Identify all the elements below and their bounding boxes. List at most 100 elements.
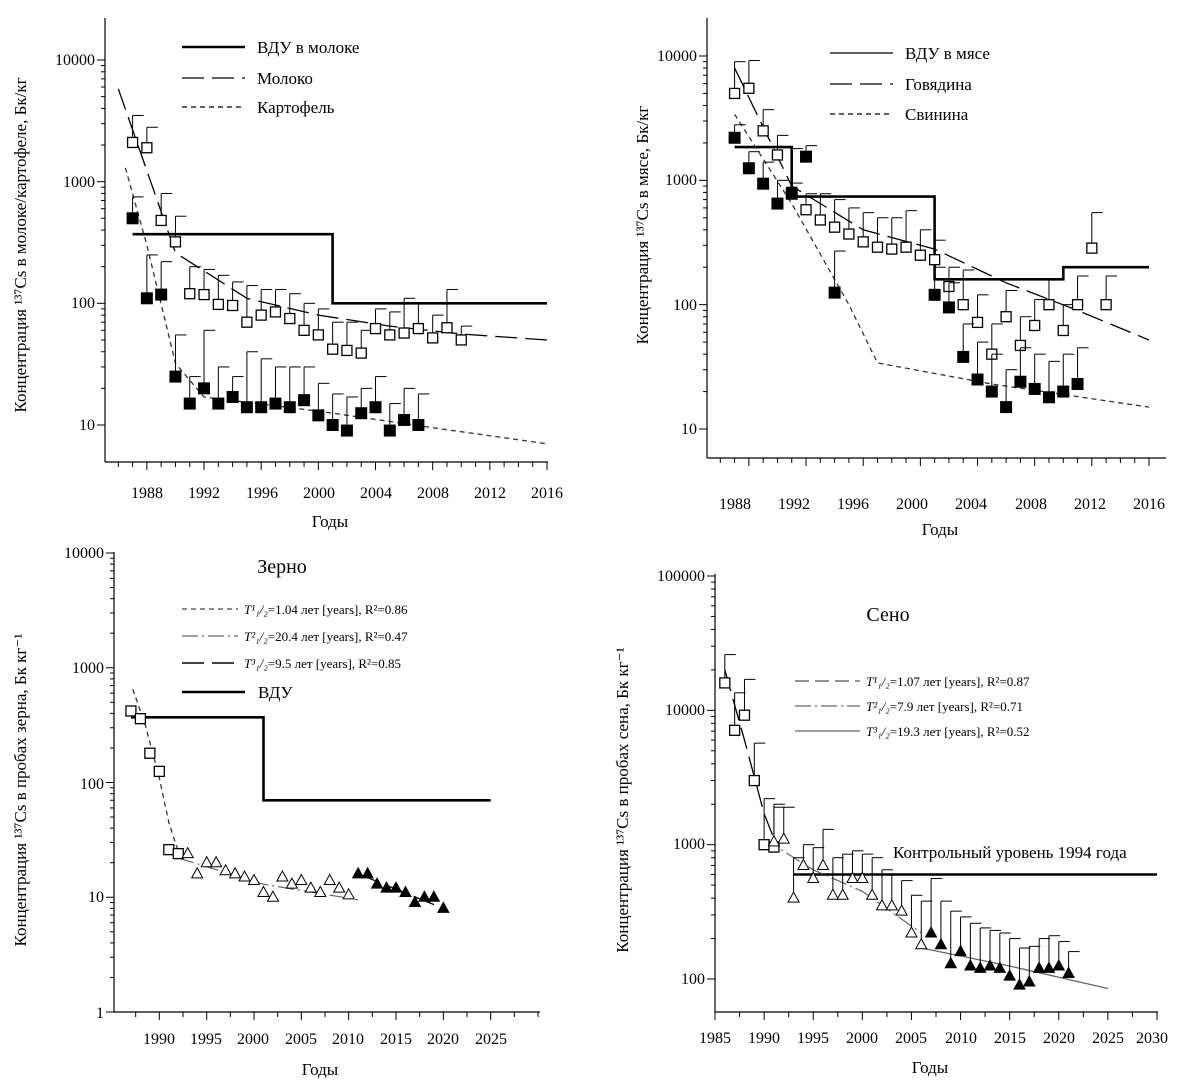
data-point bbox=[1043, 299, 1055, 311]
data-point bbox=[1028, 382, 1041, 395]
legend-symbol: T¹₁/₂ bbox=[866, 674, 890, 689]
data-point bbox=[900, 241, 912, 253]
legend-label: ВДУ в мясе bbox=[905, 44, 990, 63]
x-tick-label: 2005 bbox=[895, 1030, 927, 1047]
trend-line-t2 bbox=[763, 838, 922, 934]
data-point bbox=[1042, 391, 1055, 404]
legend: T¹₁/₂=1.04 лет [years], R²=0.86 T²₁/₂=20… bbox=[182, 602, 408, 702]
data-point bbox=[758, 839, 770, 851]
y-tick-label: 1000 bbox=[673, 836, 705, 853]
data-point bbox=[238, 870, 251, 882]
x-tick-labels: 1985 1990 1995 2000 2005 2010 2015 2020 … bbox=[699, 1030, 1168, 1047]
x-tick-label: 2008 bbox=[1015, 496, 1047, 513]
data-point bbox=[247, 873, 261, 885]
legend-text: =1.07 лет [years], R²=0.87 bbox=[890, 674, 1030, 689]
data-point bbox=[361, 866, 374, 879]
data-point bbox=[183, 397, 196, 410]
data-point bbox=[355, 347, 367, 359]
data-point bbox=[757, 125, 769, 137]
x-tick-label: 1992 bbox=[778, 496, 810, 513]
x-tick-label: 1995 bbox=[190, 1031, 222, 1048]
data-point bbox=[351, 866, 365, 879]
trend-line-t1 bbox=[724, 669, 780, 852]
data-point bbox=[369, 322, 382, 335]
data-point bbox=[427, 890, 441, 902]
x-tick-label: 1988 bbox=[131, 485, 163, 502]
x-tick-label: 1985 bbox=[699, 1030, 731, 1047]
data-point bbox=[728, 131, 741, 144]
y-tick-label: 100000 bbox=[657, 568, 705, 585]
y-axis-label: Концентрация ¹³⁷Cs в мясе, Бк/кг bbox=[633, 106, 652, 345]
data-point bbox=[125, 705, 137, 717]
data-point bbox=[212, 397, 225, 410]
data-point bbox=[800, 204, 812, 216]
data-point bbox=[255, 309, 267, 321]
data-point bbox=[1100, 299, 1112, 311]
x-tick-label: 2012 bbox=[474, 485, 506, 502]
data-point bbox=[269, 397, 282, 410]
data-point bbox=[163, 843, 175, 856]
data-point bbox=[427, 332, 439, 344]
data-point bbox=[276, 870, 289, 882]
data-point bbox=[895, 904, 908, 916]
y-axis-label: Концентрация ¹³⁷Cs в пробах сена, Бк кг⁻… bbox=[613, 647, 632, 952]
data-point bbox=[240, 401, 253, 414]
data-point bbox=[269, 306, 282, 318]
x-tick-label: 2020 bbox=[427, 1031, 459, 1048]
x-tick-label: 2000 bbox=[237, 1031, 269, 1048]
x-tick-label: 1996 bbox=[246, 485, 278, 502]
data-point bbox=[1071, 378, 1084, 391]
data-point bbox=[144, 747, 156, 759]
data-point bbox=[957, 350, 970, 363]
trend-line-свинина bbox=[734, 113, 1150, 408]
x-tick-label: 1990 bbox=[143, 1031, 175, 1048]
data-point bbox=[983, 958, 997, 971]
data-point bbox=[954, 944, 967, 957]
data-point bbox=[855, 871, 869, 883]
data-point bbox=[728, 724, 741, 736]
chart-title: Зерно bbox=[257, 556, 307, 578]
data-point bbox=[169, 370, 182, 383]
data-point bbox=[914, 937, 928, 950]
data-point bbox=[836, 888, 850, 900]
data-point bbox=[806, 871, 820, 883]
data-point bbox=[777, 832, 791, 844]
data-point bbox=[228, 866, 242, 879]
data-point bbox=[993, 961, 1007, 973]
data-point bbox=[1013, 978, 1026, 990]
x-tick-label: 1992 bbox=[188, 485, 220, 502]
x-tick-label: 2005 bbox=[285, 1031, 317, 1048]
data-point bbox=[973, 961, 987, 973]
legend-label: T¹₁/₂=1.07 лет [years], R²=0.87 bbox=[866, 674, 1030, 689]
data-point bbox=[323, 873, 337, 885]
x-axis-label: Годы bbox=[302, 1060, 339, 1079]
trend-line-вду bbox=[130, 715, 491, 802]
data-point bbox=[172, 847, 184, 860]
data-point bbox=[209, 855, 223, 868]
x-tick-label: 2016 bbox=[1133, 496, 1165, 513]
data-point bbox=[412, 322, 425, 335]
data-point bbox=[332, 881, 346, 893]
data-point bbox=[767, 834, 781, 847]
data-point bbox=[771, 197, 784, 210]
chart-milk: 10000 1000 100 10 1988 1992 1996 2000 20… bbox=[11, 18, 563, 531]
x-tick-label: 2016 bbox=[531, 485, 563, 502]
data-point bbox=[155, 288, 168, 301]
data-point bbox=[771, 149, 784, 161]
data-point bbox=[785, 187, 798, 200]
x-tick-label: 1995 bbox=[797, 1030, 829, 1047]
data-point bbox=[285, 877, 299, 889]
legend-text: =20.4 лет [years], R²=0.47 bbox=[268, 629, 408, 644]
trend-line-t3 bbox=[921, 947, 1109, 990]
data-point bbox=[1022, 974, 1036, 987]
data-point bbox=[742, 162, 755, 175]
data-point bbox=[728, 87, 741, 100]
y-tick-label: 1 bbox=[96, 1005, 104, 1022]
data-point bbox=[1062, 966, 1075, 978]
data-point bbox=[398, 413, 411, 426]
y-tick-labels: 100000 10000 1000 100 bbox=[657, 568, 705, 988]
data-point bbox=[787, 891, 800, 903]
y-tick-label: 100 bbox=[80, 776, 104, 793]
data-point bbox=[355, 407, 368, 420]
trend-line-вду-в-мясе bbox=[734, 145, 1149, 281]
